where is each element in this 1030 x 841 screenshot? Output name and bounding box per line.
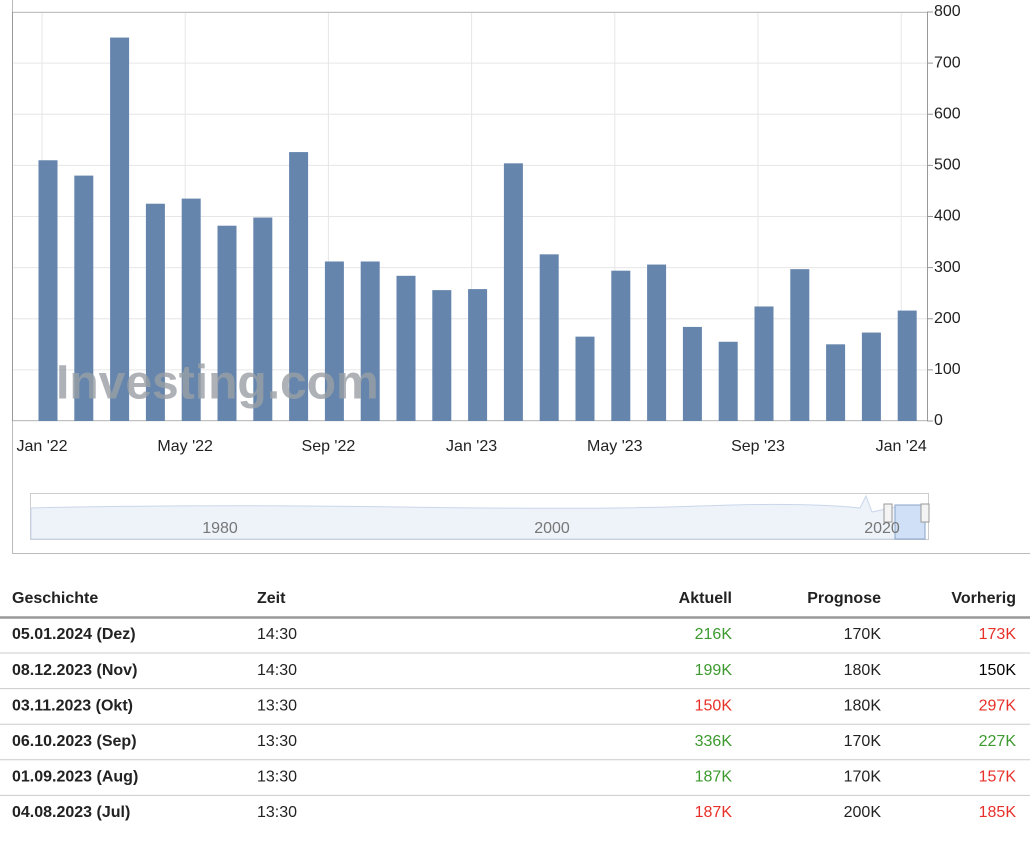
bar: [503, 163, 523, 421]
bar: [647, 264, 667, 421]
table-cell: 227K: [979, 733, 1017, 750]
table-cell: 13:30: [257, 697, 297, 714]
y-tick-label: 500: [934, 157, 961, 174]
bar: [897, 310, 917, 421]
x-tick-label: Sep '22: [302, 438, 356, 455]
bar: [360, 261, 380, 421]
table-cell: 05.01.2024 (Dez): [12, 626, 136, 643]
table-header: Vorherig: [951, 590, 1016, 607]
bar: [682, 326, 702, 421]
table-cell: 03.11.2023 (Okt): [12, 697, 133, 714]
bar: [790, 269, 810, 421]
table-cell: 187K: [695, 769, 733, 786]
bar: [110, 37, 130, 421]
table-cell: 13:30: [257, 769, 297, 786]
table-cell: 150K: [695, 697, 733, 714]
y-tick-label: 600: [934, 105, 961, 122]
bar: [217, 225, 237, 421]
x-tick-label: Jan '22: [16, 438, 67, 455]
y-tick-label: 400: [934, 208, 961, 225]
table-cell: 180K: [844, 697, 882, 714]
x-tick-label: May '23: [587, 438, 643, 455]
bar: [575, 336, 595, 421]
y-tick-label: 300: [934, 259, 961, 276]
bar: [861, 332, 881, 421]
table-cell: 170K: [844, 733, 882, 750]
y-tick-label: 0: [934, 412, 943, 429]
bar: [289, 152, 309, 421]
x-tick-label: Jan '24: [876, 438, 927, 455]
table-header: Aktuell: [679, 590, 732, 607]
table-cell: 13:30: [257, 804, 297, 821]
table-header: Zeit: [257, 590, 286, 607]
bar: [145, 203, 165, 421]
navigator-selection[interactable]: [894, 504, 926, 540]
y-tick-label: 100: [934, 361, 961, 378]
bar: [74, 175, 94, 421]
table-cell: 06.10.2023 (Sep): [12, 733, 137, 750]
table-header: Prognose: [807, 590, 881, 607]
table-cell: 199K: [695, 662, 733, 679]
navigator-label: 2000: [534, 520, 570, 537]
navigator-label: 1980: [202, 520, 238, 537]
navigator-label: 2020: [864, 520, 900, 537]
bar: [754, 306, 774, 421]
bar: [718, 341, 738, 421]
x-tick-label: Sep '23: [731, 438, 785, 455]
table-cell: 180K: [844, 662, 882, 679]
navigator-handle[interactable]: [920, 503, 930, 523]
table-cell: 173K: [979, 626, 1017, 643]
bar: [38, 160, 58, 421]
table-cell: 14:30: [257, 626, 297, 643]
table-cell: 157K: [979, 769, 1017, 786]
table-header: Geschichte: [12, 590, 98, 607]
x-tick-label: Jan '23: [446, 438, 497, 455]
table-cell: 14:30: [257, 662, 297, 679]
table-cell: 187K: [695, 804, 733, 821]
table-cell: 185K: [979, 804, 1017, 821]
bar: [611, 270, 631, 421]
table-cell: 200K: [844, 804, 882, 821]
bar: [826, 344, 846, 421]
table-cell: 170K: [844, 769, 882, 786]
bar: [539, 254, 559, 421]
bar: [253, 217, 273, 421]
table-cell: 01.09.2023 (Aug): [12, 769, 138, 786]
bar: [181, 198, 201, 421]
navigator: [30, 493, 930, 540]
watermark: Investing.com: [56, 357, 379, 410]
bar: [432, 290, 452, 421]
table-cell: 336K: [695, 733, 733, 750]
y-tick-label: 200: [934, 310, 961, 327]
navigator-area: [30, 494, 896, 540]
table-cell: 04.08.2023 (Jul): [12, 804, 130, 821]
bar: [396, 275, 416, 421]
navigator-handle[interactable]: [883, 503, 893, 523]
table-cell: 08.12.2023 (Nov): [12, 662, 137, 679]
table-cell: 150K: [979, 662, 1017, 679]
y-tick-label: 800: [934, 3, 961, 20]
table-cell: 13:30: [257, 733, 297, 750]
table-cell: 297K: [979, 697, 1017, 714]
y-tick-label: 700: [934, 54, 961, 71]
table-cell: 170K: [844, 626, 882, 643]
table-cell: 216K: [695, 626, 733, 643]
bar: [324, 261, 344, 421]
x-tick-label: May '22: [157, 438, 213, 455]
bar: [468, 289, 488, 421]
